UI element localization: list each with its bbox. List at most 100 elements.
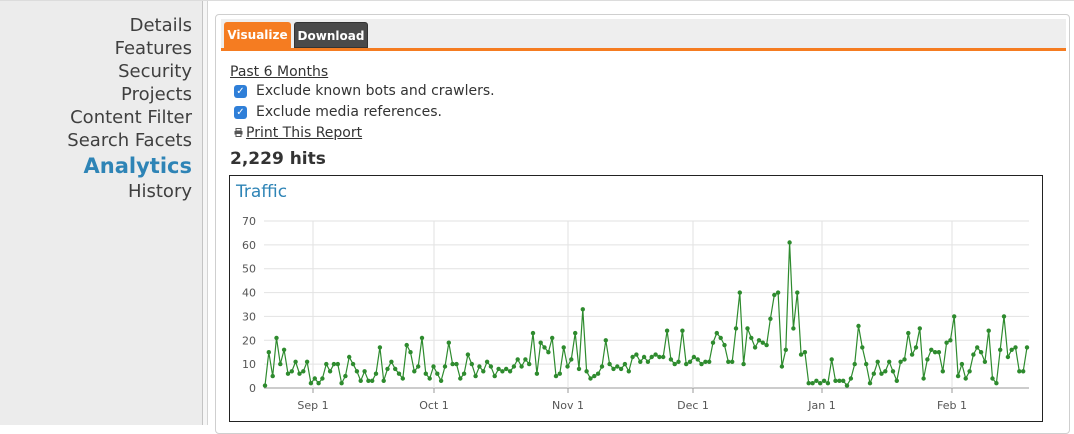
traffic-data-point <box>370 378 375 383</box>
traffic-data-point <box>427 376 432 381</box>
x-tick-label: Dec 1 <box>677 399 709 412</box>
traffic-data-point <box>377 345 383 350</box>
y-tick-label: 40 <box>242 287 256 300</box>
traffic-data-point <box>676 359 681 364</box>
traffic-data-point <box>906 330 911 336</box>
traffic-data-point <box>710 340 716 345</box>
traffic-data-point <box>492 373 497 379</box>
traffic-data-point <box>867 381 873 386</box>
sidebar-divider <box>207 1 208 425</box>
exclude-media-label: Exclude media references. <box>256 104 442 120</box>
traffic-data-point <box>707 359 712 364</box>
traffic-data-point <box>546 350 551 355</box>
traffic-data-point <box>618 366 624 372</box>
traffic-data-point <box>814 378 819 383</box>
traffic-data-point <box>718 335 723 341</box>
tab-bar: Visualize Download <box>221 19 1066 51</box>
sidebar-item-projects[interactable]: Projects <box>121 84 192 105</box>
traffic-data-point <box>419 335 425 341</box>
traffic-data-point <box>994 381 999 386</box>
traffic-data-point <box>722 342 727 348</box>
exclude-bots-checkbox[interactable]: ✓ <box>234 84 247 98</box>
traffic-data-point <box>630 354 635 360</box>
traffic-data-point <box>592 373 597 379</box>
traffic-data-point <box>925 357 930 362</box>
traffic-data-point <box>921 376 926 381</box>
sidebar-item-features[interactable]: Features <box>114 38 192 59</box>
traffic-data-point <box>998 347 1003 352</box>
traffic-data-point <box>775 290 781 295</box>
printer-icon <box>234 128 243 137</box>
traffic-data-point <box>327 369 333 374</box>
traffic-data-point <box>810 381 815 386</box>
traffic-data-point <box>833 378 838 383</box>
traffic-data-point <box>764 342 769 348</box>
traffic-data-point <box>898 359 903 364</box>
traffic-data-point <box>538 340 543 345</box>
tab-download[interactable]: Download <box>294 22 368 48</box>
traffic-data-point <box>730 359 735 364</box>
period-link[interactable]: Past 6 Months <box>230 64 329 80</box>
traffic-data-point <box>350 361 356 367</box>
traffic-data-point <box>416 364 421 369</box>
traffic-data-point <box>408 350 413 355</box>
sidebar-item-analytics[interactable]: Analytics <box>83 154 192 178</box>
traffic-data-point <box>557 371 562 376</box>
traffic-data-point <box>768 316 773 321</box>
traffic-data-point <box>841 378 846 383</box>
traffic-data-point <box>396 371 402 376</box>
traffic-data-point <box>293 359 298 364</box>
traffic-data-point <box>837 378 842 383</box>
sidebar-item-search-facets[interactable]: Search Facets <box>67 130 192 151</box>
traffic-data-point <box>825 381 831 386</box>
traffic-data-point <box>274 335 279 341</box>
traffic-data-point <box>461 371 467 376</box>
traffic-data-point <box>622 361 628 367</box>
traffic-data-point <box>320 376 325 381</box>
traffic-data-point <box>936 350 942 355</box>
traffic-data-point <box>289 369 294 374</box>
traffic-data-point <box>772 292 777 298</box>
traffic-data-point <box>599 364 605 369</box>
sidebar-item-security[interactable]: Security <box>118 61 192 82</box>
traffic-data-point <box>967 369 972 374</box>
traffic-data-point <box>607 361 612 367</box>
traffic-data-point <box>324 361 329 367</box>
sidebar-item-content-filter[interactable]: Content Filter <box>70 107 192 128</box>
traffic-data-point <box>576 366 582 372</box>
top-border <box>0 0 1074 1</box>
print-report-link[interactable]: Print This Report <box>246 125 363 141</box>
traffic-data-point <box>488 364 494 369</box>
traffic-data-point <box>699 361 704 367</box>
traffic-data-point <box>477 364 482 369</box>
traffic-data-point <box>626 369 631 374</box>
traffic-data-point <box>791 326 796 331</box>
traffic-data-point <box>354 369 360 374</box>
traffic-data-point <box>641 354 647 360</box>
traffic-data-point <box>756 338 762 343</box>
traffic-data-point <box>913 345 919 350</box>
tab-visualize[interactable]: Visualize <box>224 22 291 48</box>
traffic-data-point <box>1001 314 1007 319</box>
traffic-data-point <box>438 378 444 383</box>
traffic-data-point <box>278 361 283 367</box>
traffic-data-point <box>844 383 850 388</box>
traffic-data-point <box>860 345 865 350</box>
traffic-data-point <box>393 366 398 372</box>
traffic-data-point <box>691 354 697 360</box>
traffic-data-point <box>875 359 880 364</box>
traffic-data-point <box>331 361 337 367</box>
traffic-data-point <box>852 361 857 367</box>
sidebar-item-details[interactable]: Details <box>129 15 192 36</box>
traffic-data-point <box>879 371 884 376</box>
sidebar-item-history[interactable]: History <box>127 181 192 202</box>
exclude-media-checkbox[interactable]: ✓ <box>234 105 247 119</box>
traffic-data-point <box>358 378 363 383</box>
x-tick-label: Sep 1 <box>297 399 328 412</box>
traffic-data-point <box>481 369 486 374</box>
traffic-data-point <box>795 290 800 295</box>
traffic-data-point <box>588 376 593 381</box>
traffic-data-point <box>661 354 666 360</box>
x-tick-label: Feb 1 <box>937 399 967 412</box>
traffic-data-point <box>818 381 823 386</box>
